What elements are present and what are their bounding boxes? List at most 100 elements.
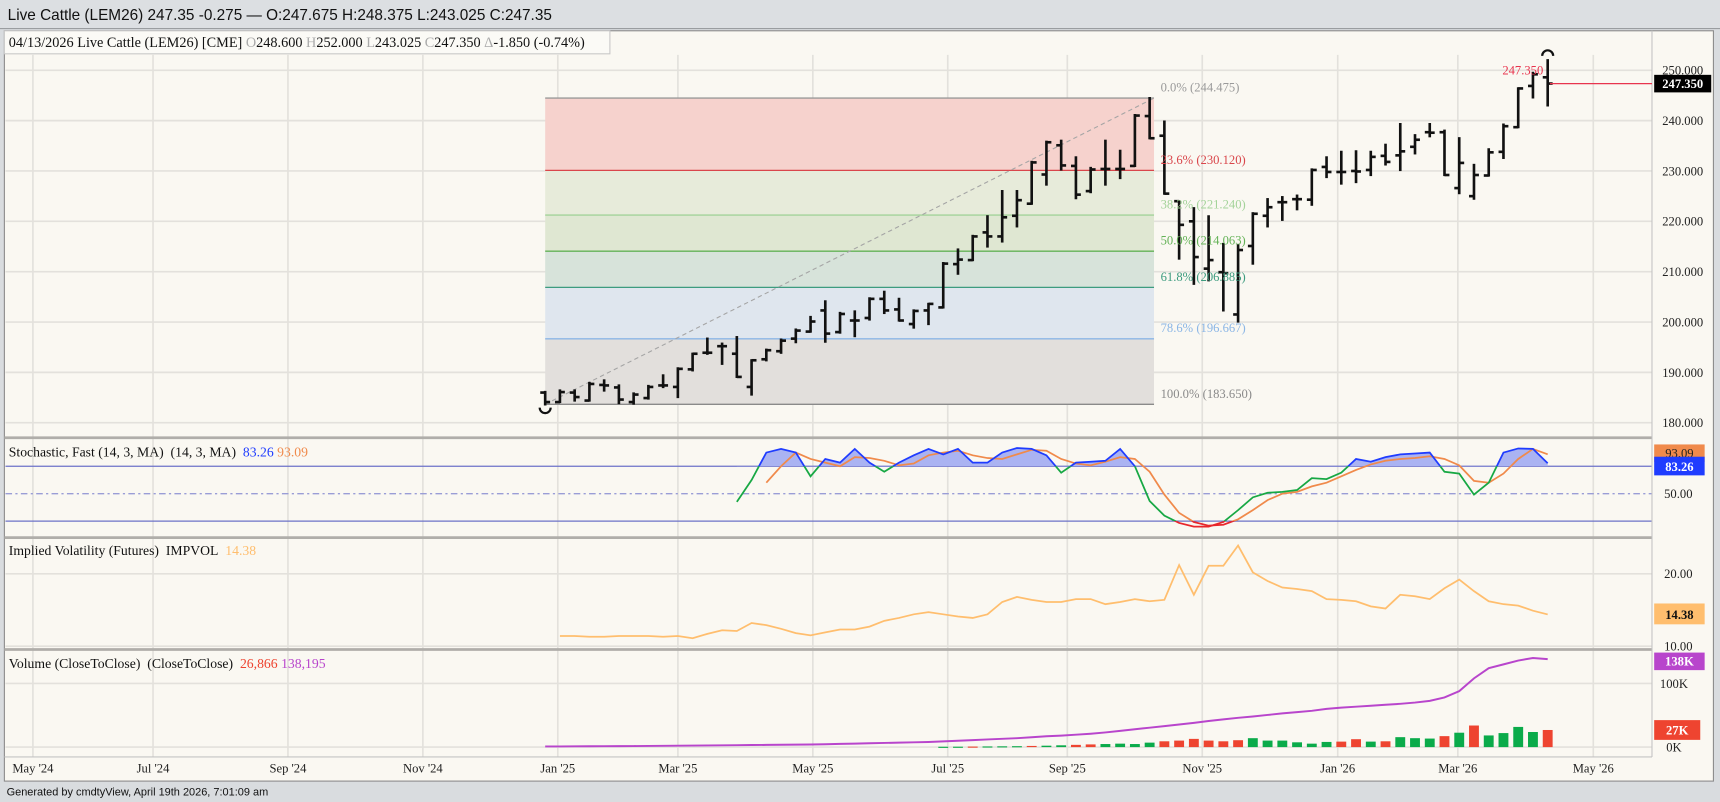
stochastic-k-line: [736, 466, 1498, 522]
window-title: Live Cattle (LEM26) 247.35 -0.275 — O:24…: [8, 7, 552, 24]
ohlc-bar: [790, 328, 801, 344]
ohlc-bar: [1218, 242, 1229, 312]
ohlc-bar: [613, 384, 624, 405]
volume-bar: [1277, 740, 1288, 748]
ohlc-bar: [923, 302, 934, 326]
stochastic-d-value: 93.09: [277, 444, 308, 459]
legend-high: 252.000: [316, 35, 362, 51]
volume-bar: [1218, 741, 1229, 748]
ohlc-bar: [997, 190, 1008, 243]
ohlc-bar: [1321, 156, 1332, 179]
title-bar: [0, 0, 1720, 29]
volume-bar: [1483, 735, 1494, 748]
ohlc-bar: [1454, 137, 1465, 195]
stochastic-k-tag: [1654, 456, 1705, 476]
impvol-title: Implied Volatility (Futures): [9, 543, 159, 559]
footer-bar: [0, 782, 1720, 802]
ohlc-bar: [805, 315, 816, 333]
fib-zone: [545, 287, 1155, 339]
legend-change: -1.850 (-0.74%): [493, 35, 585, 51]
high-marker-icon: [1541, 49, 1555, 56]
volume-value: 26,866: [240, 656, 278, 671]
ohlc-bar: [1336, 150, 1347, 185]
x-tick-label: Jul '25: [931, 761, 964, 775]
volume-bar: [982, 746, 993, 748]
legend-change-label: Δ: [484, 35, 493, 51]
ohlc-bar: [717, 342, 728, 365]
impvol-line: [559, 543, 1548, 640]
ohlc-bar: [1144, 96, 1155, 140]
ohlc-bar: [643, 384, 654, 400]
ohlc-bar: [554, 389, 565, 404]
y-tick-label: 230.000: [1662, 164, 1703, 178]
stochastic-k-tag-label: 83.26: [1665, 460, 1693, 474]
ohlc-bar: [731, 336, 742, 379]
legend-low-label: L: [366, 35, 375, 51]
volume-bar: [967, 746, 978, 748]
x-tick-label: Mar '25: [658, 761, 697, 775]
ohlc-bar: [1292, 194, 1303, 211]
ohlc-bar: [776, 338, 787, 354]
ohlc-bar: [1041, 140, 1052, 186]
y-tick-label: 250.000: [1662, 64, 1703, 78]
y-tick-label: 190.000: [1662, 366, 1703, 380]
fib-level-label: 23.6% (230.120): [1161, 153, 1246, 167]
volume-line-tag: [1654, 652, 1705, 671]
volume-bar: [1203, 740, 1214, 748]
ohlc-bar: [569, 389, 580, 402]
volume-line: [545, 657, 1548, 748]
price-bars: [540, 59, 1553, 406]
ohlc-bar: [879, 290, 890, 315]
ohlc-bar: [1380, 143, 1391, 166]
volume-line-tag-label: 138K: [1665, 655, 1694, 669]
fib-zone: [545, 170, 1155, 216]
fib-trend-line: [544, 97, 1155, 405]
volume-bar: [1454, 732, 1465, 748]
stochastic-tick-label: 50.00: [1664, 487, 1692, 501]
ohlc-bar: [1100, 139, 1111, 186]
volume-bar: [1542, 729, 1553, 748]
volume-tick-label: 0K: [1666, 740, 1681, 754]
ohlc-bar: [1306, 168, 1317, 206]
ohlc-bar: [1410, 134, 1420, 155]
volume-bar: [1336, 741, 1347, 748]
stochastic-k-line-high: [757, 447, 1549, 467]
volume-bar: [997, 746, 1008, 748]
ohlc-bar: [1513, 87, 1524, 129]
x-tick-label: Sep '25: [1049, 761, 1086, 775]
volume-tick-label: 100K: [1660, 677, 1688, 691]
legend-close: 247.350: [434, 35, 480, 51]
footer-generated: Generated by cmdtyView, April 19th 2026,…: [7, 786, 269, 798]
ohlc-bar: [1469, 163, 1479, 200]
legend-low: 243.025: [375, 35, 421, 51]
volume-bar: [1085, 744, 1096, 748]
legend-open: 248.600: [256, 35, 302, 51]
ohlc-bar: [1115, 149, 1126, 180]
ohlc-bar: [702, 337, 713, 355]
ohlc-bar: [1424, 123, 1435, 138]
volume-bar: [1498, 733, 1509, 748]
last-price-tag: [1654, 74, 1712, 93]
ohlc-bar: [849, 310, 860, 338]
volume-bar: [1306, 743, 1317, 748]
volume-bar: [1439, 736, 1450, 748]
ohlc-bar: [672, 367, 683, 399]
volume-bar: [1513, 726, 1524, 748]
volume-bar: [1056, 745, 1067, 748]
volume-bar: [1100, 744, 1111, 748]
volume-bar: [1144, 742, 1155, 748]
volume-tag-label: 27K: [1666, 723, 1689, 737]
ohlc-bar: [982, 215, 993, 248]
ohlc-bar: [1528, 71, 1538, 99]
last-price-marker: 247.350: [1502, 64, 1543, 78]
volume-bar: [953, 746, 963, 748]
implied-volatility-panel: [559, 543, 1548, 640]
y-tick-label: 210.000: [1662, 265, 1703, 279]
fib-zone: [545, 251, 1155, 288]
impvol-tick-label: 10.00: [1664, 640, 1692, 654]
ohlc-bar: [1159, 120, 1170, 195]
volume-line-value: 138,195: [281, 656, 326, 671]
fib-level-label: 0.0% (244.475): [1161, 81, 1240, 95]
ohlc-bar: [953, 248, 963, 275]
